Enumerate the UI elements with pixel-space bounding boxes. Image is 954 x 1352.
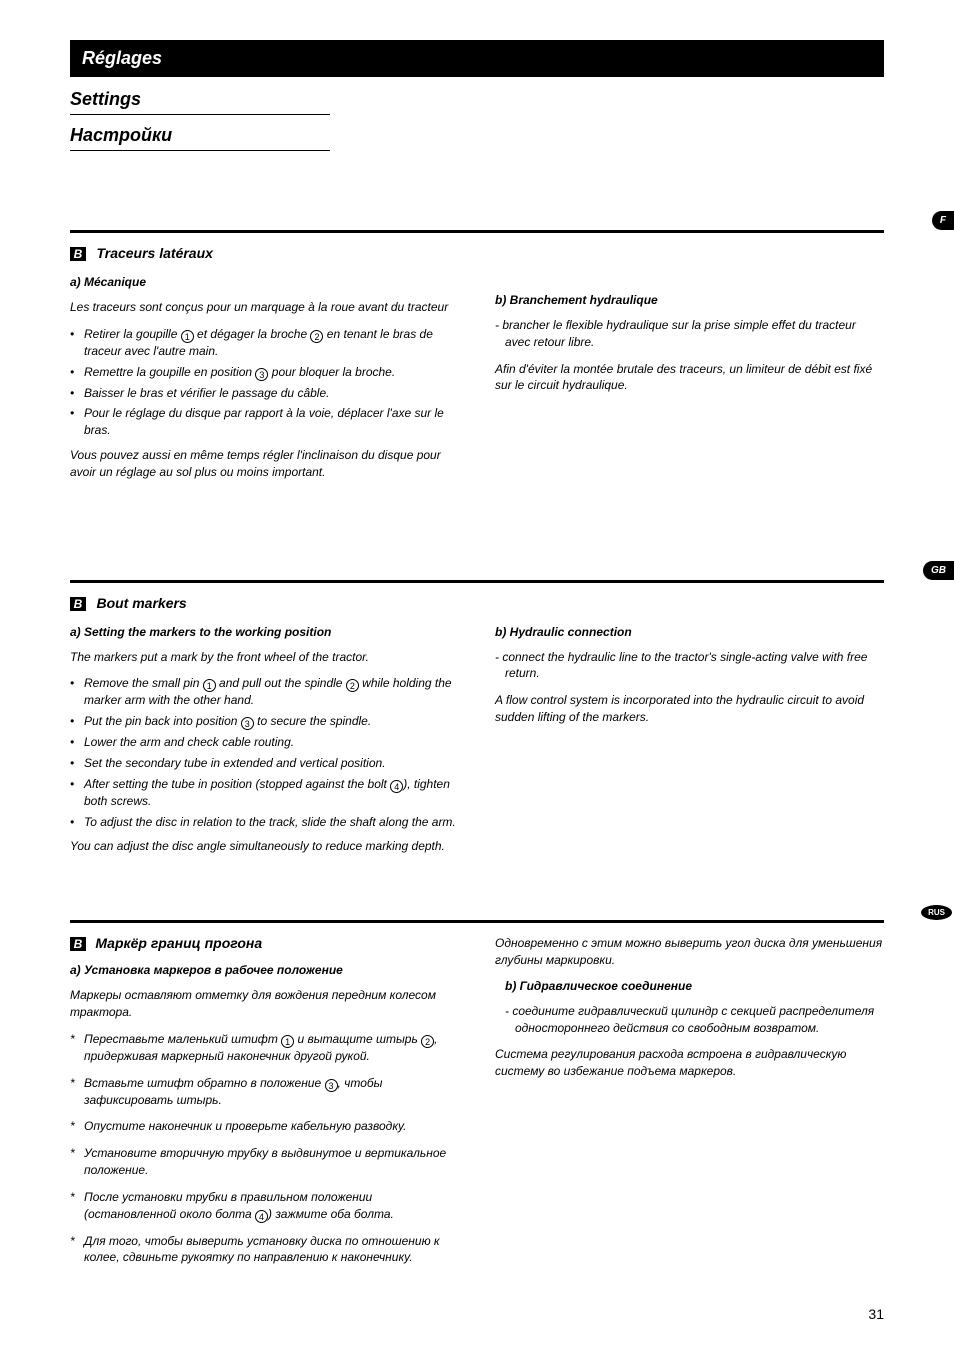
list-item: Remove the small pin 1 and pull out the … <box>70 675 459 709</box>
page-number: 31 <box>70 1306 884 1322</box>
list-item: Set the secondary tube in extended and v… <box>70 755 459 772</box>
rus-columns: B Маркёр границ прогона a) Установка мар… <box>70 935 884 1276</box>
list-item: Put the pin back into position 3 to secu… <box>70 713 459 730</box>
fr-a-list: Retirer la goupille 1 et dégager la broc… <box>70 326 459 439</box>
section-letter: B <box>70 597 86 611</box>
fr-b-head: b) Branchement hydraulique <box>495 293 884 307</box>
header-sub-1: Settings <box>70 89 330 115</box>
list-item: Pour le réglage du disque par rapport à … <box>70 405 459 439</box>
gb-a-intro: The markers put a mark by the front whee… <box>70 649 459 666</box>
fr-a-tail: Vous pouvez aussi en même temps régler l… <box>70 447 459 481</box>
lang-tab-fr: F <box>932 211 954 230</box>
fr-title: Traceurs latéraux <box>96 245 212 261</box>
list-item: After setting the tube in position (stop… <box>70 776 459 810</box>
list-item: После установки трубки в правильном поло… <box>70 1189 459 1223</box>
gb-a-head: a) Setting the markers to the working po… <box>70 625 459 639</box>
divider <box>70 580 884 583</box>
divider <box>70 920 884 923</box>
section-letter: B <box>70 247 86 261</box>
section-letter: B <box>70 937 86 951</box>
gb-a-tail: You can adjust the disc angle simultaneo… <box>70 838 459 855</box>
rus-section-head: B Маркёр границ прогона <box>70 935 459 951</box>
header-black-band: Réglages <box>70 40 884 77</box>
fr-b-p2: Afin d'éviter la montée brutale des trac… <box>495 361 884 395</box>
rus-right-p1: Одновременно с этим можно выверить угол … <box>495 935 884 969</box>
fr-columns: a) Mécanique Les traceurs sont conçus po… <box>70 275 884 491</box>
rus-title: Маркёр границ прогона <box>95 935 262 951</box>
rus-b-p2: Система регулирования расхода встроена в… <box>495 1046 884 1080</box>
list-item: Установите вторичную трубку в выдвинутое… <box>70 1145 459 1179</box>
gb-col-left: a) Setting the markers to the working po… <box>70 625 459 866</box>
gb-columns: a) Setting the markers to the working po… <box>70 625 884 866</box>
list-item: Вставьте штифт обратно в положение 3, чт… <box>70 1075 459 1109</box>
rus-b-head: b) Гидравлическое соединение <box>505 979 884 993</box>
list-item: To adjust the disc in relation to the tr… <box>70 814 459 831</box>
fr-b-p1: - brancher le flexible hydraulique sur l… <box>495 317 884 351</box>
gb-section-head: B Bout markers <box>70 595 884 613</box>
gb-title: Bout markers <box>96 595 186 611</box>
fr-a-head: a) Mécanique <box>70 275 459 289</box>
rus-a-head: a) Установка маркеров в рабочее положени… <box>70 963 459 977</box>
fr-col-right: b) Branchement hydraulique - brancher le… <box>495 275 884 491</box>
list-item: Для того, чтобы выверить установку диска… <box>70 1233 459 1267</box>
rus-a-intro: Маркеры оставляют отметку для вождения п… <box>70 987 459 1021</box>
rus-col-left: B Маркёр границ прогона a) Установка мар… <box>70 935 459 1276</box>
gb-a-list: Remove the small pin 1 and pull out the … <box>70 675 459 830</box>
rus-b-p1: - соедините гидравлический цилиндр с сек… <box>505 1003 884 1037</box>
list-item: Переставьте маленький штифт 1 и вытащите… <box>70 1031 459 1065</box>
gb-b-p2: A flow control system is incorporated in… <box>495 692 884 726</box>
fr-col-left: a) Mécanique Les traceurs sont conçus po… <box>70 275 459 491</box>
fr-a-intro: Les traceurs sont conçus pour un marquag… <box>70 299 459 316</box>
lang-tab-gb: GB <box>923 561 954 580</box>
lang-tab-rus: RUS <box>921 905 952 920</box>
list-item: Retirer la goupille 1 et dégager la broc… <box>70 326 459 360</box>
divider <box>70 230 884 233</box>
header-sub-2: Настройки <box>70 125 330 151</box>
rus-a-list: Переставьте маленький штифт 1 и вытащите… <box>70 1031 459 1266</box>
list-item: Опустите наконечник и проверьте кабельну… <box>70 1118 459 1135</box>
list-item: Baisser le bras et vérifier le passage d… <box>70 385 459 402</box>
rus-col-right: Одновременно с этим можно выверить угол … <box>495 935 884 1276</box>
gb-b-head: b) Hydraulic connection <box>495 625 884 639</box>
gb-col-right: b) Hydraulic connection - connect the hy… <box>495 625 884 866</box>
gb-b-p1: - connect the hydraulic line to the trac… <box>495 649 884 683</box>
list-item: Lower the arm and check cable routing. <box>70 734 459 751</box>
list-item: Remettre la goupille en position 3 pour … <box>70 364 459 381</box>
fr-section-head: B Traceurs latéraux <box>70 245 884 263</box>
